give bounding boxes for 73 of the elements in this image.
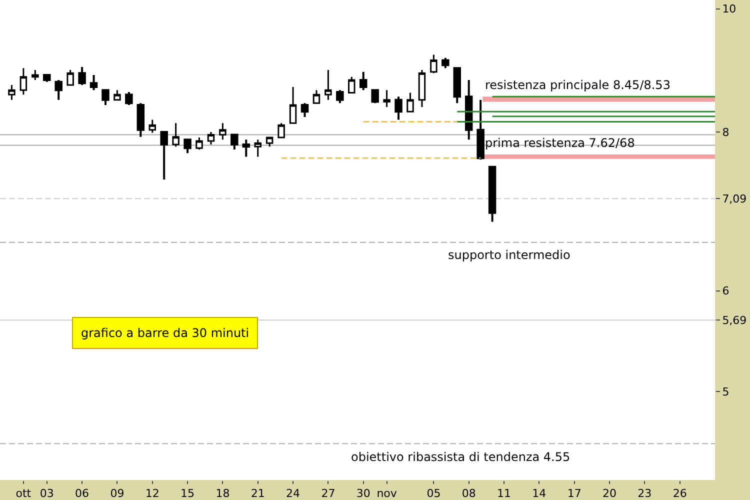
y-tick-label: 5 [722,385,730,398]
candlestick [20,67,28,96]
candlestick [43,74,51,83]
candlestick [383,89,390,108]
candlestick [453,67,461,104]
candlestick [300,102,309,118]
x-tick-label: 03 [40,487,54,500]
x-tick-label: 18 [216,487,230,500]
x-tick-label: 08 [462,487,476,500]
candlestick [219,122,226,140]
candlestick [148,118,156,134]
y-tick-label: 5,69 [722,314,747,328]
x-tick-label: 24 [286,487,300,500]
candlestick [394,96,402,121]
candlestick [160,130,168,181]
candlestick [114,89,121,101]
candlestick [464,78,473,141]
candlestick [476,98,484,161]
candlestick [90,74,98,92]
x-tick-label: ott [16,487,32,500]
candlestick [278,122,285,138]
candlestick [184,138,192,154]
candlestick [312,89,320,104]
candlestick [359,70,368,92]
band-label: prima resistenza 7.62/68 [485,136,635,150]
x-tick-label: 17 [567,487,582,500]
candlestick [230,134,238,151]
x-tick-label: 15 [180,487,195,500]
x-tick-label: 26 [672,487,687,500]
candlestick [254,138,262,158]
x-tick-label: 20 [602,487,617,500]
candlestick [324,69,332,101]
candlestick [102,89,110,106]
candlestick [289,86,297,124]
x-tick-label: 27 [321,487,336,500]
y-tick-label: 10 [722,2,736,16]
candlestick [488,166,496,223]
candlestick [242,138,250,158]
x-tick-label: 12 [145,487,160,500]
candlestick [172,122,180,148]
x-tick-label: nov [376,487,398,500]
y-tick-label: 7,09 [722,192,747,206]
x-tick-label: 30 [356,487,370,500]
band-label: resistenza principale 8.45/8.53 [485,78,670,92]
candlestick [418,69,426,108]
candlestick [196,136,203,150]
candlestick [32,69,39,81]
x-tick-label: 09 [110,487,124,500]
candlestick [125,91,133,106]
candlestick [371,89,379,104]
x-tick-label: 11 [497,487,512,500]
candlestick [66,69,74,86]
candlestick [266,136,274,148]
x-tick-label: 21 [250,487,265,500]
candlestick [406,92,414,112]
candlestick [78,66,86,86]
x-tick-label: 06 [75,487,90,500]
x-tick-label: 14 [532,487,546,500]
annotation: grafico a barre da 30 minuti [81,326,250,340]
ref-line-label: obiettivo ribassista di tendenza 4.55 [351,450,570,464]
candlestick [430,54,438,74]
candlestick [336,89,344,104]
x-tick-label: 23 [638,487,652,500]
candlestick [8,84,16,101]
y-tick-label: 8 [722,126,730,139]
candlestick [54,78,62,101]
candlestick [136,102,145,138]
candlestick [442,56,450,70]
x-tick-label: 05 [426,487,441,500]
candlestick [348,76,356,94]
y-tick-label: 6 [722,284,730,298]
ref-line-label: supporto intermedio [448,248,570,262]
candlestick [207,131,215,146]
